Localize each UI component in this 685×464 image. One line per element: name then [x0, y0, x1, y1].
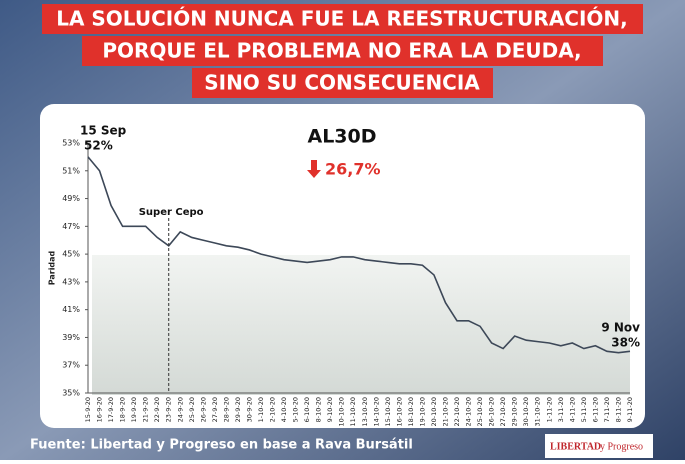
x-tick-label: 25-9-20: [188, 397, 196, 422]
change: 26,7%: [325, 160, 381, 179]
y-tick-label: 45%: [62, 250, 80, 259]
x-tick-label: 20-10-20: [430, 397, 438, 427]
annotation: 15 Sep: [80, 124, 127, 138]
title: SINO SU CONSECUENCIA: [204, 71, 480, 95]
x-tick-label: 8-11-20: [614, 397, 622, 422]
x-tick-label: 4-10-20: [280, 397, 288, 422]
x-tick-label: 29-9-20: [234, 397, 242, 422]
x-tick-label: 9-10-20: [326, 397, 334, 422]
x-tick-label: 28-9-20: [222, 397, 230, 422]
y-tick-label: 53%: [62, 139, 80, 148]
x-tick-label: 10-10-20: [338, 397, 346, 427]
y-tick-label: 39%: [62, 333, 80, 342]
x-tick-label: 14-10-20: [372, 397, 380, 427]
down-arrow: [307, 160, 321, 178]
x-tick-label: 15-10-20: [384, 397, 392, 427]
x-tick-label: 26-9-20: [199, 397, 207, 422]
x-tick-label: 19-10-20: [418, 397, 426, 427]
bill-image: [92, 255, 630, 395]
x-tick-label: 23-9-20: [165, 397, 173, 422]
x-tick-label: 17-9-20: [107, 397, 115, 422]
x-tick-label: 11-10-20: [349, 397, 357, 427]
logo: y Progreso: [600, 441, 643, 452]
x-tick-label: 24-9-20: [176, 397, 184, 422]
x-tick-label: 18-9-20: [119, 397, 127, 422]
x-tick-label: 2-10-20: [269, 397, 277, 422]
headline: AL30D: [307, 126, 376, 148]
title: PORQUE EL PROBLEMA NO ERA LA DEUDA,: [102, 39, 581, 63]
y-tick-label: 37%: [62, 361, 80, 370]
x-tick-label: 13-10-20: [361, 397, 369, 427]
x-tick-label: 15-9-20: [84, 397, 92, 422]
x-tick-label: 27-9-20: [211, 397, 219, 422]
x-tick-label: 18-10-20: [407, 397, 415, 427]
x-tick-label: 29-10-20: [511, 397, 519, 427]
x-tick-label: 16-10-20: [395, 397, 403, 427]
x-tick-label: 21-9-20: [142, 397, 150, 422]
x-tick-label: 24-10-20: [465, 397, 473, 427]
x-tick-label: 22-10-20: [453, 397, 461, 427]
x-tick-label: 25-10-20: [476, 397, 484, 427]
title: LA SOLUCIÓN NUNCA FUE LA REESTRUCTURACIÓ…: [56, 7, 628, 31]
x-tick-label: 5-11-20: [580, 397, 588, 422]
y-tick-label: 35%: [62, 389, 80, 398]
annotation: 52%: [84, 139, 113, 153]
x-tick-label: 8-10-20: [315, 397, 323, 422]
x-tick-label: 30-10-20: [522, 397, 530, 427]
x-tick-label: 4-11-20: [568, 397, 576, 422]
y-tick-label: 49%: [62, 194, 80, 203]
title-box: [42, 4, 643, 34]
x-tick-label: 22-9-20: [153, 397, 161, 422]
title-box: [192, 68, 493, 98]
x-tick-label: 6-11-20: [591, 397, 599, 422]
x-tick-label: 1-10-20: [257, 397, 265, 422]
x-tick-label: 6-10-20: [303, 397, 311, 422]
y-tick-label: 41%: [62, 305, 80, 314]
x-tick-label: 30-9-20: [245, 397, 253, 422]
annotation: 38%: [611, 336, 640, 350]
x-tick-label: 5-10-20: [292, 397, 300, 422]
title-box: [82, 36, 603, 66]
x-tick-label: 16-9-20: [96, 397, 104, 422]
x-tick-label: 9-11-20: [626, 397, 634, 422]
x-tick-label: 21-10-20: [441, 397, 449, 427]
source: Fuente: Libertad y Progreso en base a Ra…: [30, 438, 413, 453]
x-tick-label: 19-9-20: [130, 397, 138, 422]
y-axis-label: Paridad: [48, 250, 57, 285]
annotation: Super Cepo: [139, 207, 204, 218]
y-tick-label: 47%: [62, 222, 80, 231]
x-tick-label: 3-11-20: [557, 397, 565, 422]
logo-box: [545, 434, 653, 458]
x-tick-label: 31-10-20: [534, 397, 542, 427]
x-tick-label: 7-11-20: [603, 397, 611, 422]
line: [87, 156, 631, 354]
y-tick-label: 51%: [62, 166, 80, 175]
x-tick-label: 1-11-20: [545, 397, 553, 422]
logo: LIBERTAD: [550, 441, 601, 452]
annotation: 9 Nov: [601, 321, 640, 335]
x-tick-label: 27-10-20: [499, 397, 507, 427]
x-tick-label: 26-10-20: [488, 397, 496, 427]
y-tick-label: 43%: [62, 277, 80, 286]
